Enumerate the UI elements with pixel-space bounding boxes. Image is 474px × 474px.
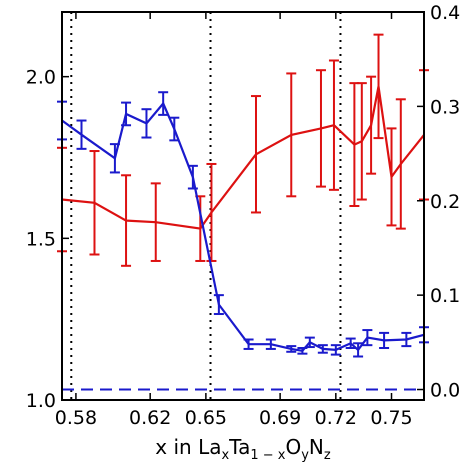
x-tick-label: 0.65 [185,407,227,429]
x-tick-label: 0.75 [370,407,412,429]
left-series-line [61,86,425,230]
x-tick-label: 0.58 [55,407,97,429]
right-series-error-bar [169,116,180,142]
left-series-error-bar [328,59,339,191]
y-right-tick-label: 0.1 [430,285,460,307]
axes-frame [61,11,425,401]
left-series-error-bar [89,150,100,256]
x-axis-label-text: N [309,435,324,459]
right-series-error-bar [379,331,390,349]
left-series-error-bar [349,82,360,207]
x-tick-label: 0.72 [315,407,357,429]
right-series-error-bar [353,342,364,358]
left-series-error-bar [356,82,367,201]
plot-area [57,12,429,400]
left-series-error-bar [373,33,384,140]
y-right-tick-label: 0.2 [430,191,460,213]
y-left-tick-label: 1.0 [26,390,56,412]
y-left-tick-label: 2.0 [26,67,56,89]
x-tick-label: 0.69 [259,407,301,429]
left-series-error-bar [250,95,261,214]
right-series-line [61,101,425,352]
x-axis-label-text: O [285,435,301,459]
y-right-tick-label: 0.4 [430,2,460,24]
right-series-error-bar [158,91,169,116]
y-right-tick-label: 0.0 [430,380,460,402]
x-tick-label: 0.62 [129,407,171,429]
left-series-error-bar [121,174,132,267]
right-series-error-bar [304,336,315,349]
right-series-error-bar [141,108,152,139]
right-series-error-bar [265,338,276,350]
right-series-error-bar [317,344,328,354]
right-series-error-bar [109,143,120,174]
x-axis-label: x in LaxTa1 − xOyNz [155,435,331,463]
left-series-error-bar [395,98,406,230]
right-series-error-bar [121,101,132,127]
ticks: 0.58 0.62 0.65 0.69 0.72 0.75 1.0 1.5 2.0 0.0 0.1 0… [26,2,460,429]
right-series-error-bar [187,164,198,190]
right-series-error-bar [345,337,356,349]
x-axis-label-text: x in La [155,435,221,459]
right-series-error-bar [401,331,412,348]
x-axis-label-text: Ta [228,435,250,459]
right-series-error-bar [362,329,373,347]
left-series-error-bar [366,75,377,175]
x-axis-label-subscript: y [301,448,309,463]
right-series-error-bar [243,338,254,350]
right-series-error-bar [76,119,87,150]
right-series-error-bar [330,344,341,356]
left-series-error-bar [206,162,217,262]
right-series-error-bar [213,294,224,316]
left-series-error-bar [150,182,161,262]
x-axis-label-subscript: z [324,448,331,463]
x-axis-label-subscript: x [221,448,229,463]
x-axis-label-subscript: 1 − x [250,448,285,463]
left-series-error-bar [315,69,326,188]
left-series-error-bar [286,72,297,198]
y-left-tick-label: 1.5 [26,228,56,250]
y-right-tick-label: 0.3 [430,96,460,118]
left-series-error-bar [386,127,397,227]
right-series-error-bar [286,345,297,353]
